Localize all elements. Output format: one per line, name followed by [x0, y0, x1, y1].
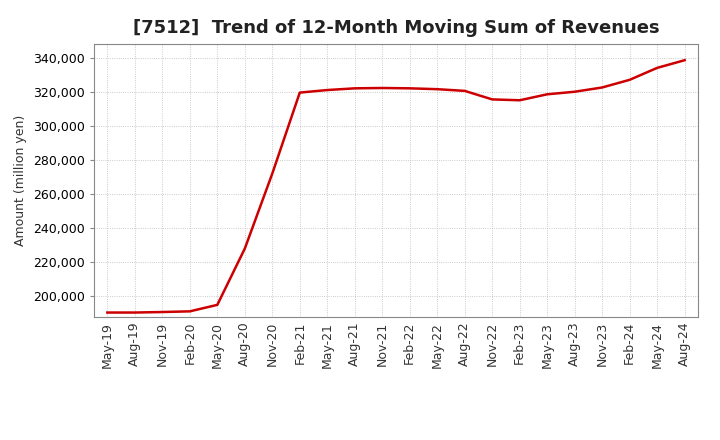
Y-axis label: Amount (million yen): Amount (million yen): [14, 115, 27, 246]
Title: [7512]  Trend of 12-Month Moving Sum of Revenues: [7512] Trend of 12-Month Moving Sum of R…: [132, 19, 660, 37]
